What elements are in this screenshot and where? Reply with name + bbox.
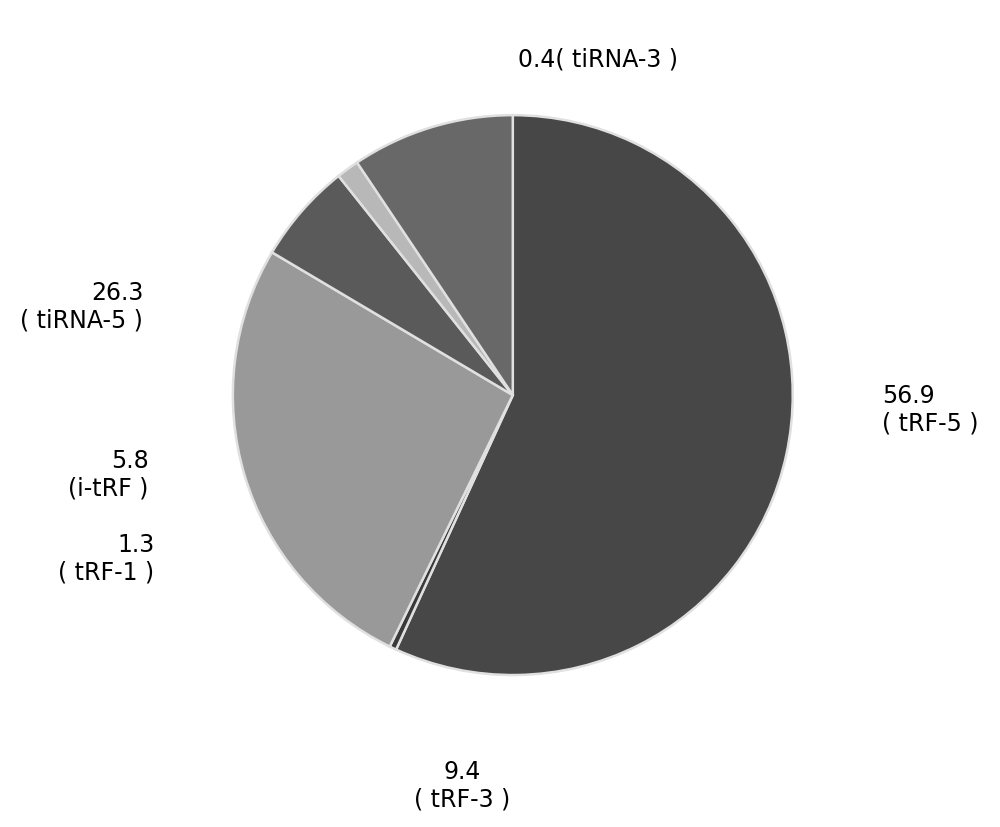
Wedge shape bbox=[396, 116, 793, 675]
Text: 0.4( tiRNA-3 ): 0.4( tiRNA-3 ) bbox=[518, 47, 678, 71]
Text: 5.8
(i-tRF ): 5.8 (i-tRF ) bbox=[68, 448, 149, 500]
Wedge shape bbox=[357, 116, 513, 395]
Wedge shape bbox=[390, 395, 513, 650]
Text: 1.3
( tRF-1 ): 1.3 ( tRF-1 ) bbox=[58, 532, 154, 584]
Wedge shape bbox=[233, 253, 513, 647]
Text: 56.9
( tRF-5 ): 56.9 ( tRF-5 ) bbox=[882, 384, 979, 436]
Wedge shape bbox=[339, 163, 513, 395]
Text: 26.3
( tiRNA-5 ): 26.3 ( tiRNA-5 ) bbox=[20, 280, 143, 332]
Wedge shape bbox=[272, 177, 513, 395]
Text: 9.4
( tRF-3 ): 9.4 ( tRF-3 ) bbox=[414, 759, 511, 810]
